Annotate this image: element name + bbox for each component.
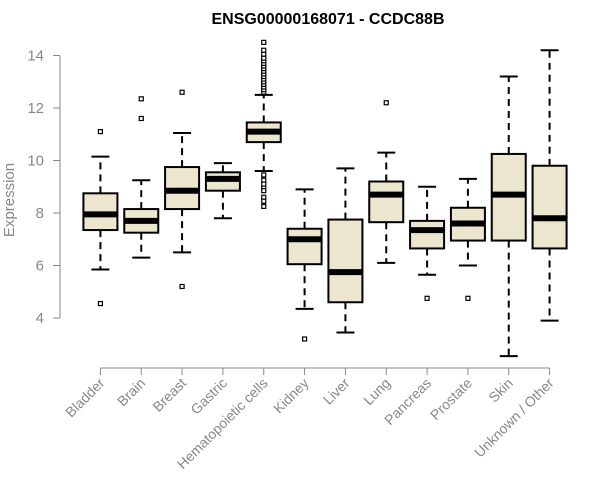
x-tick-label: Kidney <box>270 375 312 417</box>
outlier-point <box>465 295 471 301</box>
x-tick-label: Breast <box>149 375 189 415</box>
outlier-point <box>261 39 267 45</box>
iqr-box <box>286 227 323 266</box>
outlier-point <box>261 188 267 194</box>
box-skin <box>490 75 527 358</box>
iqr-box <box>531 164 568 250</box>
x-tick-label: Brain <box>114 375 148 409</box>
x-tick-label: Lung <box>360 375 393 408</box>
x-tick-label: Liver <box>320 375 353 408</box>
box-liver <box>327 167 364 334</box>
y-tick-label: 6 <box>36 258 44 275</box>
outlier-point <box>97 300 104 307</box>
box-prostate <box>449 177 486 301</box>
outlier-point <box>261 198 267 204</box>
box-bladder <box>82 129 119 307</box>
box-lung <box>368 100 405 264</box>
x-tick-label: Bladder <box>62 375 108 421</box>
box-kidney <box>286 188 323 342</box>
y-tick-label: 8 <box>36 205 44 222</box>
outlier-point <box>261 47 267 53</box>
outlier-point <box>261 203 267 210</box>
iqr-box <box>368 180 405 224</box>
box-gastric <box>204 162 241 220</box>
outlier-point <box>424 295 430 301</box>
outlier-point <box>138 115 144 122</box>
y-axis: 4 6 8 10 12 14 <box>27 48 61 327</box>
box-unknown-other <box>531 49 568 322</box>
box-hematopoietic-cells <box>245 39 282 210</box>
y-tick-label: 12 <box>27 100 44 117</box>
iqr-box <box>327 218 364 304</box>
iqr-box <box>409 219 446 250</box>
y-tick-label: 4 <box>36 310 44 327</box>
box-pancreas <box>409 185 446 301</box>
outlier-point <box>179 89 185 95</box>
y-axis-label: Expression <box>1 163 18 237</box>
y-tick-label: 10 <box>27 153 44 170</box>
outlier-point <box>261 172 267 178</box>
box-breast <box>164 89 201 290</box>
x-tick-label: Skin <box>485 375 516 406</box>
chart-title: ENSG00000168071 - CCDC88B <box>211 11 444 28</box>
outlier-point <box>97 129 104 135</box>
outlier-point <box>179 283 185 290</box>
x-tick-label: Prostate <box>427 375 475 423</box>
outlier-point <box>138 96 144 102</box>
y-tick-label: 14 <box>27 48 44 65</box>
box-brain <box>123 96 160 259</box>
outlier-point <box>383 100 389 106</box>
outlier-point <box>301 336 308 342</box>
boxes-layer <box>82 39 568 358</box>
